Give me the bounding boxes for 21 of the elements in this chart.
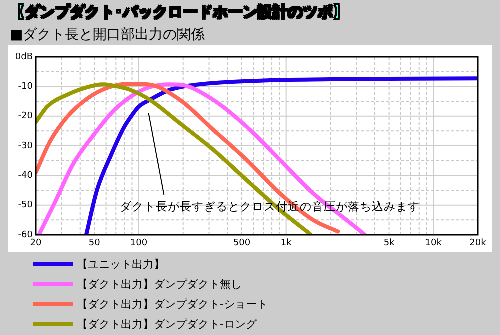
chart-subtitle: ■ダクト長と開口部出力の関係 — [10, 26, 206, 44]
legend-label: 【ダクト出力】ダンプダクト無し — [77, 276, 242, 292]
chart-title: 【ダンプダクト･バックロードホーン設計のツボ】 — [10, 3, 348, 22]
x-tick-label: 10k — [425, 238, 443, 249]
x-tick-label: 100 — [130, 238, 148, 249]
x-tick-label: 1k — [280, 238, 293, 249]
y-tick-label: -10 — [18, 82, 34, 92]
x-tick-label: 5k — [384, 238, 396, 249]
y-tick-label: -50 — [18, 200, 34, 211]
x-tick-label: 500 — [233, 238, 251, 249]
y-tick-label: 0dB — [15, 52, 33, 62]
x-tick-label: 20 — [30, 238, 42, 249]
legend-label: 【ダクト出力】ダンプダクト-ショート — [77, 296, 268, 312]
legend-label: 【ユニット出力】 — [77, 256, 165, 272]
x-tick-label: 20k — [470, 238, 488, 249]
y-tick-label: -30 — [18, 141, 34, 152]
x-tick-label: 50 — [88, 238, 101, 249]
legend-label: 【ダクト出力】ダンプダクト-ロング — [77, 316, 257, 332]
y-tick-label: -60 — [18, 230, 34, 240]
y-tick-label: -40 — [18, 171, 34, 182]
y-tick-label: -20 — [18, 112, 34, 122]
